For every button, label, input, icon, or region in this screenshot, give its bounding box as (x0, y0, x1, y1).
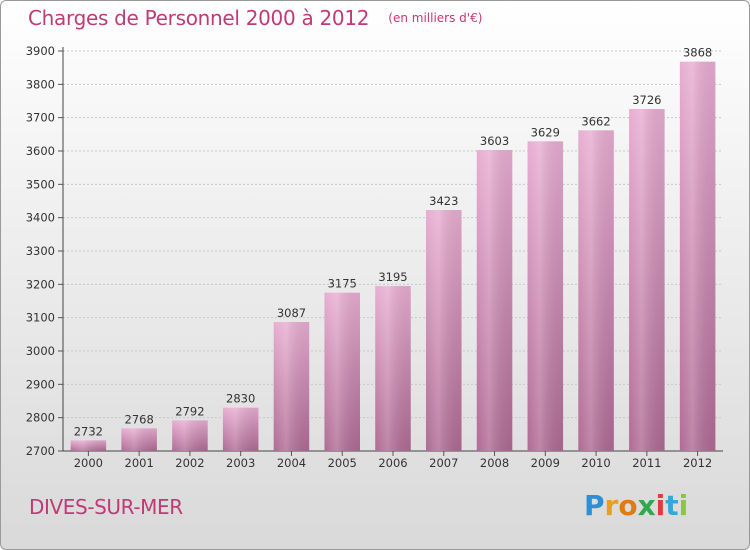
chart-subtitle: (en milliers d'€) (388, 11, 483, 25)
bar-shine (324, 292, 360, 451)
y-tick-label: 3500 (26, 177, 55, 191)
x-tick-label: 2000 (74, 456, 103, 470)
bar-value-label: 3175 (328, 277, 357, 291)
x-tick-label: 2006 (378, 456, 407, 470)
bar-shine (273, 322, 310, 451)
y-tick-label: 3000 (26, 344, 55, 358)
bar-shine (70, 440, 107, 451)
bar-shine (578, 130, 614, 452)
y-tick-label: 3900 (26, 44, 55, 58)
y-tick-label: 3200 (26, 277, 55, 291)
bar-shine (121, 428, 157, 451)
bar-value-label: 3662 (581, 114, 610, 128)
x-tick-label: 2001 (125, 456, 154, 470)
proxiti-logo: Proxiti (584, 489, 689, 522)
x-tick-label: 2002 (175, 456, 204, 470)
bar-value-label: 3195 (378, 270, 407, 284)
bar-value-label: 3726 (632, 93, 661, 107)
bar-value-label: 2732 (74, 424, 103, 438)
y-tick-label: 3800 (26, 77, 55, 91)
bar-value-label: 2768 (125, 412, 154, 426)
x-tick-label: 2009 (531, 456, 560, 470)
y-tick-label: 3600 (26, 144, 55, 158)
bar-value-label: 3087 (277, 306, 306, 320)
bar-shine (527, 141, 564, 452)
x-tick-label: 2005 (328, 456, 357, 470)
bar-shine (679, 61, 716, 452)
y-tick-label: 3700 (26, 111, 55, 125)
x-tick-label: 2004 (277, 456, 306, 470)
y-tick-label: 2700 (26, 444, 55, 458)
x-tick-label: 2008 (480, 456, 509, 470)
bar-value-label: 3423 (429, 194, 458, 208)
x-tick-label: 2003 (226, 456, 255, 470)
city-name: DIVES-SUR-MER (29, 495, 183, 519)
y-tick-label: 2800 (26, 411, 55, 425)
bar-shine (476, 150, 513, 451)
y-tick-label: 2900 (26, 377, 55, 391)
bar-value-label: 2792 (175, 404, 204, 418)
plot-area: 2700 2800 2900 3000 3100 3200 3300 3400 3500 3600… (26, 44, 723, 470)
x-tick-label: 2011 (632, 456, 661, 470)
bar-value-label: 3629 (531, 125, 560, 139)
bar-shine (375, 286, 411, 451)
bar-shine (629, 109, 665, 451)
y-tick-label: 3100 (26, 311, 55, 325)
bar-shine (222, 407, 259, 451)
x-tick-label: 2010 (581, 456, 610, 470)
title-row: Charges de Personnel 2000 à 2012 (en mil… (28, 6, 482, 30)
bar-shine (172, 420, 208, 451)
x-tick-label: 2007 (429, 456, 458, 470)
y-tick-label: 3400 (26, 211, 55, 225)
bar-value-label: 2830 (226, 392, 255, 406)
bar-shine (426, 210, 462, 451)
bar-value-label: 3603 (480, 134, 509, 148)
bar-value-label: 3868 (683, 46, 712, 60)
x-tick-label: 2012 (683, 456, 712, 470)
chart-title: Charges de Personnel 2000 à 2012 (28, 6, 370, 30)
y-tick-label: 3300 (26, 244, 55, 258)
